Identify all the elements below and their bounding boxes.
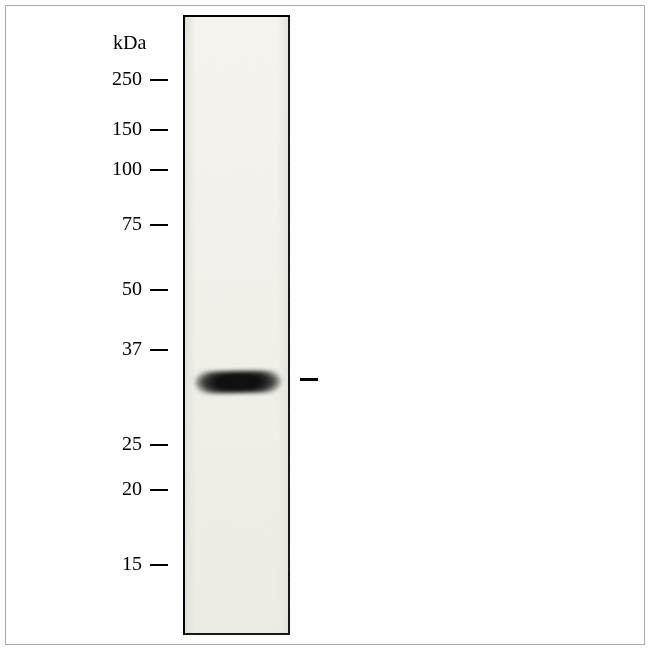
ladder-tick [150, 79, 168, 82]
unit-label: kDa [113, 32, 146, 55]
ladder-tick [150, 489, 168, 492]
blot-figure: kDa 250 150 100 75 50 37 25 20 15 [0, 0, 650, 650]
ladder-tick [150, 349, 168, 352]
ladder-label: 50 [82, 278, 142, 301]
ladder-tick [150, 224, 168, 227]
ladder-label: 20 [82, 478, 142, 501]
ladder-tick [150, 129, 168, 132]
protein-band [195, 370, 281, 393]
ladder-label: 25 [82, 433, 142, 456]
blot-lane [183, 15, 290, 635]
membrane-noise [185, 17, 292, 637]
figure-border [5, 5, 645, 645]
ladder-label: 250 [82, 68, 142, 91]
ladder-tick [150, 289, 168, 292]
ladder-tick [150, 169, 168, 172]
ladder-tick [150, 564, 168, 567]
ladder-label: 15 [82, 553, 142, 576]
ladder-label: 75 [82, 213, 142, 236]
ladder-label: 150 [82, 118, 142, 141]
ladder-tick [150, 444, 168, 447]
ladder-label: 37 [82, 338, 142, 361]
ladder-label: 100 [82, 158, 142, 181]
result-tick [300, 378, 318, 381]
